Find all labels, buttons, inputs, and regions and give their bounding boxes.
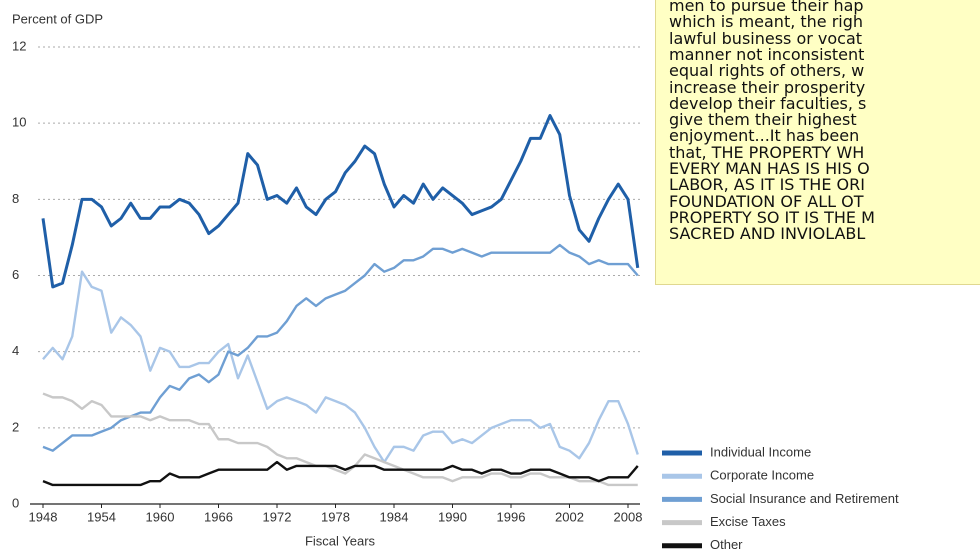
x-axis-label: Fiscal Years (305, 533, 376, 548)
legend-label: Individual Income (710, 444, 811, 459)
x-tick-label: 1966 (204, 509, 233, 524)
quote-line: increase their prosperity (669, 77, 866, 97)
quote-line: give them their highest (669, 110, 857, 130)
y-tick-label: 8 (12, 191, 19, 206)
legend-label: Excise Taxes (710, 514, 786, 529)
x-tick-label: 2008 (614, 509, 643, 524)
series-line (41, 114, 640, 289)
series-line (42, 392, 638, 487)
quote-line: PROPERTY SO IT IS THE M (669, 207, 875, 227)
series-line (42, 243, 639, 452)
legend-label: Other (710, 537, 743, 552)
series-line (42, 460, 639, 487)
y-axis-label: Percent of GDP (12, 11, 103, 26)
quote-line: lawful business or vocat (669, 28, 863, 48)
legend-label: Corporate Income (710, 468, 814, 483)
quote-line: men to pursue their hap (669, 0, 864, 15)
legend-label: Social Insurance and Retirement (710, 491, 899, 506)
quote-line: which is meant, the righ (669, 12, 864, 32)
x-tick-label: 1960 (146, 509, 175, 524)
quote-line: develop their faculties, s (669, 93, 867, 113)
x-tick-label: 2002 (555, 509, 584, 524)
y-tick-label: 12 (12, 38, 26, 53)
quote-line: enjoyment...It has been (669, 126, 860, 146)
x-tick-label: 1990 (438, 509, 467, 524)
quote-line: LABOR, AS IT IS THE ORI (669, 175, 865, 195)
quote-line: manner not inconsistent (669, 44, 865, 64)
series-line (42, 270, 639, 464)
quote-line: FOUNDATION OF ALL OT (669, 191, 864, 211)
quote-line: SACRED AND INVIOLABL (669, 224, 866, 244)
y-tick-label: 2 (12, 419, 19, 434)
x-tick-label: 1972 (263, 509, 292, 524)
quote-line: that, THE PROPERTY WH (669, 142, 865, 162)
x-tick-label: 1978 (321, 509, 350, 524)
y-tick-label: 4 (12, 343, 19, 358)
y-tick-label: 0 (12, 495, 19, 510)
quote-line: equal rights of others, w (669, 61, 865, 81)
quote-box: men to pursue their hap which is meant, t… (655, 0, 980, 285)
x-tick-label: 1954 (87, 509, 116, 524)
x-tick-label: 1948 (29, 509, 58, 524)
quote-line: EVERY MAN HAS IS HIS O (669, 159, 870, 178)
x-tick-label: 1984 (380, 509, 409, 524)
x-tick-label: 1996 (497, 509, 526, 524)
y-tick-label: 6 (12, 267, 19, 282)
y-tick-label: 10 (12, 115, 26, 130)
